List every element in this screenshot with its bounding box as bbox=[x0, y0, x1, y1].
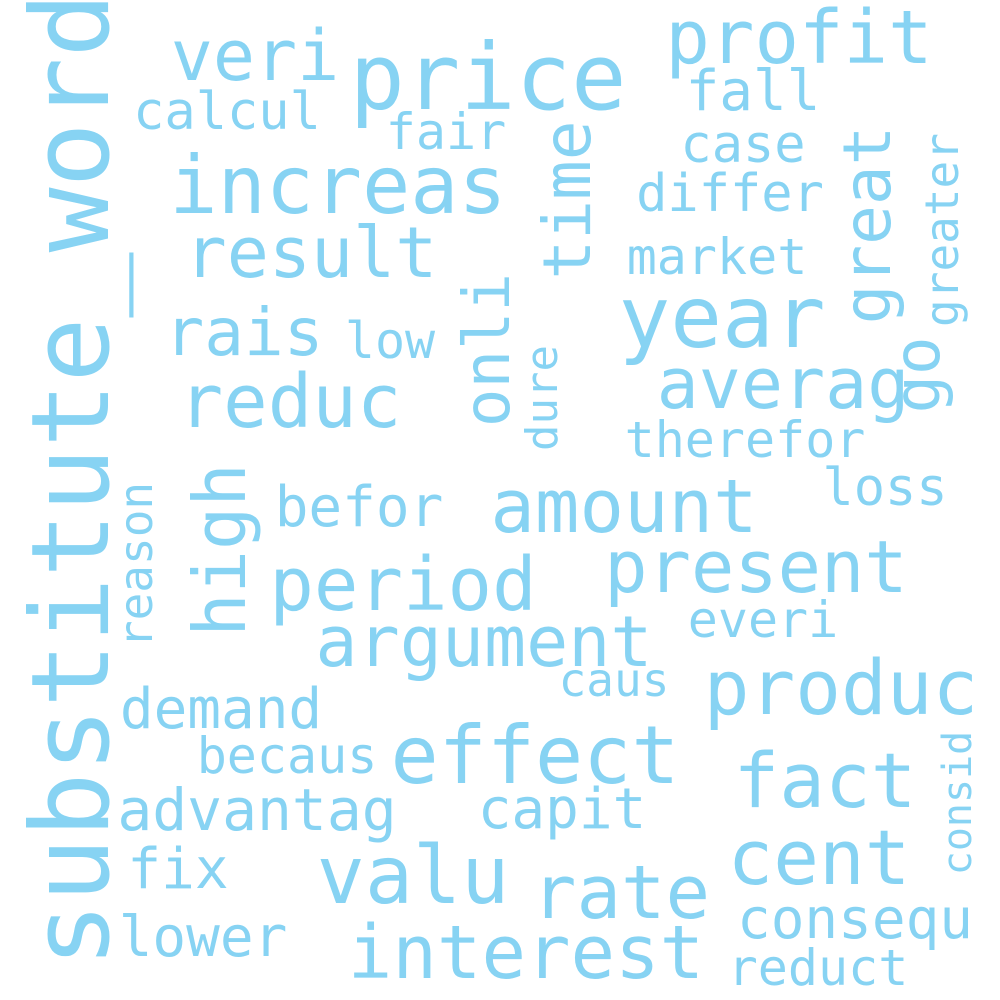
word-amount: amount bbox=[490, 464, 758, 550]
word-everi: everi bbox=[687, 591, 839, 649]
word-veri: veri bbox=[170, 15, 340, 97]
word-differ: differ bbox=[636, 164, 824, 224]
word-case: case bbox=[680, 115, 806, 175]
word-market: market bbox=[626, 228, 808, 286]
word-becaus: becaus bbox=[196, 727, 378, 785]
word-demand: demand bbox=[119, 677, 323, 742]
word-fix: fix bbox=[127, 837, 229, 902]
word-cent: cent bbox=[727, 813, 911, 902]
word-consid: consid bbox=[935, 730, 981, 876]
word-consequ: consequ bbox=[736, 887, 974, 952]
word-effect: effect bbox=[390, 709, 680, 802]
word-price: price bbox=[349, 24, 627, 131]
word-produc: produc bbox=[703, 643, 979, 732]
word-therefor: therefor bbox=[624, 411, 866, 469]
word-reduct: reduct bbox=[727, 939, 909, 997]
word-loss: loss bbox=[822, 458, 948, 518]
word-valu: valu bbox=[316, 829, 510, 922]
word-onli: onli bbox=[451, 272, 525, 428]
word-time: time bbox=[529, 120, 606, 280]
word-present: present bbox=[604, 525, 908, 609]
word-result: result bbox=[184, 212, 438, 294]
word-greater: greater bbox=[915, 133, 969, 327]
word-advantag: advantag bbox=[117, 776, 397, 844]
word-fall: fall bbox=[685, 59, 821, 124]
word-interest: interest bbox=[347, 910, 705, 996]
word-low: low bbox=[344, 312, 436, 370]
word-averag: averag bbox=[656, 343, 910, 425]
word-caus: caus bbox=[558, 653, 670, 707]
word-befor: befor bbox=[274, 475, 444, 540]
word-period: period bbox=[269, 542, 537, 628]
word-high: high bbox=[178, 463, 262, 637]
word-rate: rate bbox=[531, 850, 711, 936]
word-increas: increas bbox=[169, 139, 507, 232]
word-rais: rais bbox=[164, 294, 324, 371]
word-argument: argument bbox=[315, 601, 653, 683]
word-reduc: reduc bbox=[178, 359, 402, 445]
word-fair: fair bbox=[385, 103, 507, 161]
word-capit: capit bbox=[477, 777, 647, 842]
word-year: year bbox=[618, 268, 826, 368]
word-fact: fact bbox=[733, 736, 917, 825]
word-lower: lower bbox=[118, 905, 288, 970]
word-dure: dure bbox=[517, 345, 568, 451]
word-great: great bbox=[829, 125, 906, 325]
word-reason: reason bbox=[109, 481, 163, 649]
word-profit: profit bbox=[665, 0, 933, 81]
word-calcul: calcul bbox=[133, 82, 321, 142]
